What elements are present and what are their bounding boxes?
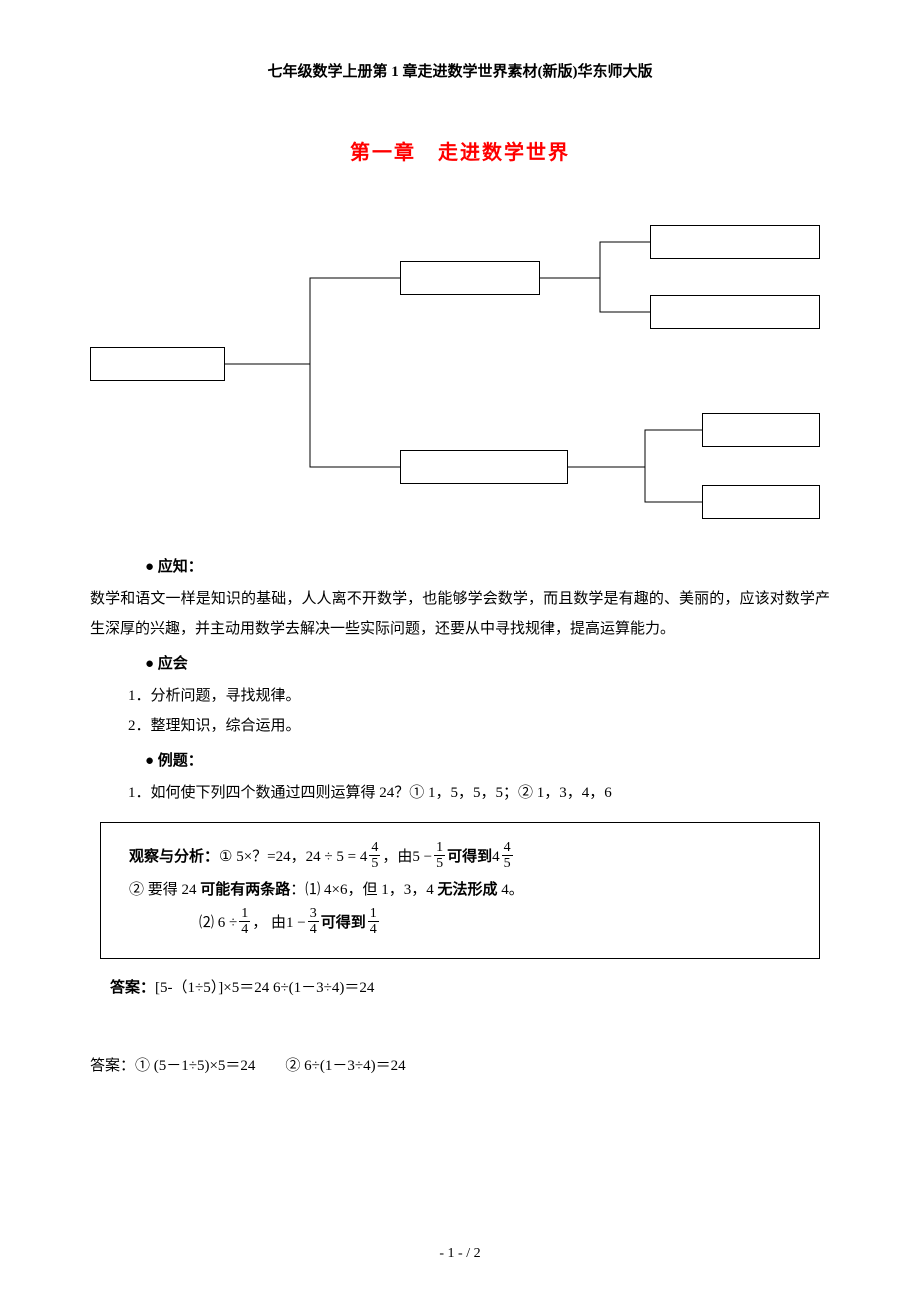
- mix2-int: 4: [492, 849, 500, 865]
- sol3-b: ， 由: [252, 915, 286, 931]
- analysis-label: 观察与分析：: [129, 849, 219, 865]
- sol2-e: 4。: [498, 882, 524, 898]
- solution-box: 观察与分析：① 5×？=24，24 ÷ 5 = 445，由5 −15可得到445…: [100, 822, 820, 959]
- node-r4: [702, 485, 820, 519]
- answer-inside: 答案：[5-（1÷5）]×5＝24 6÷(1－3÷4)＝24: [110, 973, 830, 1003]
- sol3-a: ⑵ 6 ÷: [199, 915, 237, 931]
- chapter-title: 第一章 走进数学世界: [90, 136, 830, 165]
- sol2-a: ② 要得 24: [129, 882, 200, 898]
- node-r2: [650, 295, 820, 329]
- solution-line-3: ⑵ 6 ÷14， 由1 −34可得到14: [199, 907, 801, 940]
- minus: −: [420, 849, 432, 865]
- sol1-text-d: 可得到: [447, 849, 492, 865]
- answer-text: [5-（1÷5）]×5＝24 6÷(1－3÷4)＝24: [155, 980, 374, 996]
- header-title: 七年级数学上册第 1 章走进数学世界素材(新版)华东师大版: [90, 60, 830, 81]
- solution-line-1: 观察与分析：① 5×？=24，24 ÷ 5 = 445，由5 −15可得到445: [129, 841, 801, 874]
- frac-6: 14: [368, 906, 379, 938]
- example-heading: ● 例题：: [145, 749, 830, 770]
- node-root: [90, 347, 225, 381]
- sol3-c: 可得到: [321, 915, 366, 931]
- sol1-text-a: ① 5×？=24，24 ÷ 5 =: [219, 849, 360, 865]
- frac-1: 45: [369, 840, 380, 872]
- concept-diagram: [90, 205, 830, 535]
- sol2-d: 无法形成: [438, 882, 498, 898]
- v1: 1 −: [286, 915, 306, 931]
- can-item-1: 1．分析问题，寻找规律。: [128, 681, 830, 711]
- solution-line-2: ② 要得 24 可能有两条路：⑴ 4×6，但 1，3，4 无法形成 4。: [129, 874, 801, 907]
- page-number: - 1 - / 2: [0, 1246, 920, 1262]
- sol2-c: ：⑴ 4×6，但 1，3，4: [290, 882, 437, 898]
- problem-text: 1．如何使下列四个数通过四则运算得 24？① 1，5，5，5；② 1，3，4，6: [128, 778, 830, 808]
- frac-4: 14: [239, 906, 250, 938]
- answer-outside: 答案：① (5－1÷5)×5＝24 ② 6÷(1－3÷4)＝24: [90, 1051, 830, 1081]
- v5: 5: [412, 849, 420, 865]
- answer-label: 答案：: [110, 980, 155, 996]
- node-mid2: [400, 450, 568, 484]
- know-paragraph: 数学和语文一样是知识的基础，人人离不开数学，也能够学会数学，而且数学是有趣的、美…: [90, 584, 830, 644]
- frac-5: 34: [308, 906, 319, 938]
- node-mid1: [400, 261, 540, 295]
- can-heading: ● 应会: [145, 652, 830, 673]
- node-r3: [702, 413, 820, 447]
- frac-3: 45: [502, 840, 513, 872]
- frac-2: 15: [434, 840, 445, 872]
- mix1-int: 4: [360, 849, 368, 865]
- can-item-2: 2．整理知识，综合运用。: [128, 711, 830, 741]
- sol2-b: 可能有两条路: [200, 882, 290, 898]
- sol1-text-c: ，由: [382, 849, 412, 865]
- node-r1: [650, 225, 820, 259]
- know-heading: ● 应知：: [145, 555, 830, 576]
